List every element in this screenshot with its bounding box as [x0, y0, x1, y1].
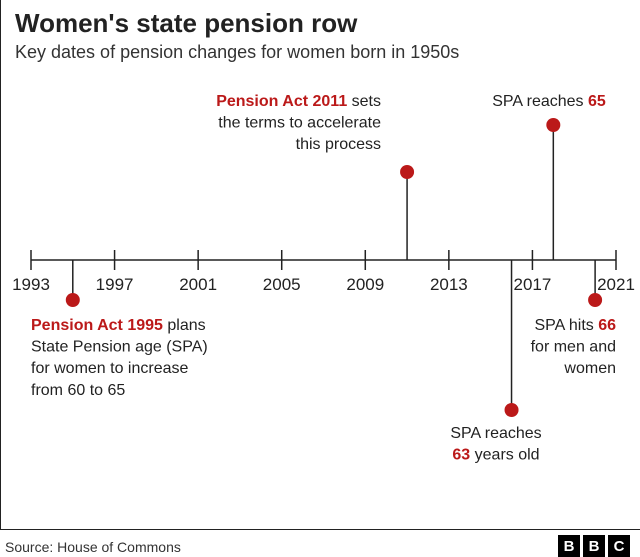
svg-text:2009: 2009 [346, 275, 384, 294]
page-title: Women's state pension row [15, 8, 357, 39]
logo-box: C [608, 535, 630, 557]
svg-text:1993: 1993 [12, 275, 50, 294]
page-subtitle: Key dates of pension changes for women b… [15, 42, 459, 63]
logo-box: B [558, 535, 580, 557]
svg-text:2013: 2013 [430, 275, 468, 294]
svg-text:2021: 2021 [597, 275, 635, 294]
bbc-logo: B B C [558, 535, 630, 557]
timeline-chart: 1993 1997 2001 2005 2009 2013 2017 2021 Pension … [1, 70, 640, 490]
svg-text:2005: 2005 [263, 275, 301, 294]
svg-text:2017: 2017 [514, 275, 552, 294]
source-text: Source: House of Commons [5, 539, 181, 555]
logo-box: B [583, 535, 605, 557]
svg-text:SPA hits 66for men andwomen: SPA hits 66for men andwomen [531, 317, 616, 377]
svg-text:2001: 2001 [179, 275, 217, 294]
svg-text:SPA reaches63 years old: SPA reaches63 years old [450, 425, 541, 464]
svg-text:1997: 1997 [96, 275, 134, 294]
svg-text:Pension Act 2011 setsthe terms: Pension Act 2011 setsthe terms to accele… [216, 93, 381, 153]
svg-text:SPA reaches 65: SPA reaches 65 [492, 93, 606, 110]
infographic-frame: Women's state pension row Key dates of p… [0, 0, 640, 530]
svg-text:Pension Act 1995 plansState Pe: Pension Act 1995 plansState Pension age … [31, 317, 208, 399]
